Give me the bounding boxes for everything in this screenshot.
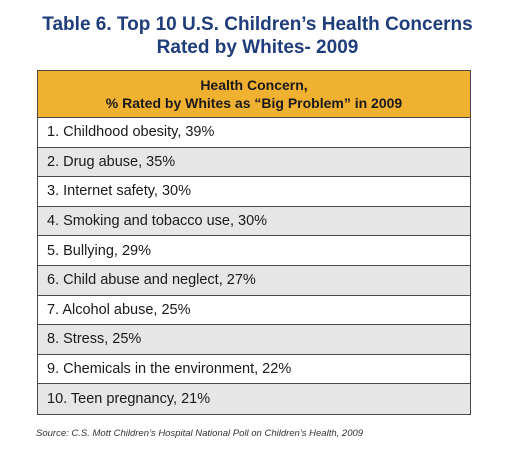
table-row: 4. Smoking and tobacco use, 30% (38, 206, 470, 237)
table-header-line-1: Health Concern, (200, 77, 308, 93)
table-row: 6. Child abuse and neglect, 27% (38, 265, 470, 296)
table-header: Health Concern, % Rated by Whites as “Bi… (38, 71, 470, 118)
title-line-1: Table 6. Top 10 U.S. Children’s Health C… (42, 14, 473, 35)
table-row: 3. Internet safety, 30% (38, 177, 470, 207)
health-concerns-table: Health Concern, % Rated by Whites as “Bi… (37, 70, 471, 415)
table-row: 8. Stress, 25% (38, 325, 470, 355)
table-row: 1. Childhood obesity, 39% (38, 118, 470, 148)
table-row: 9. Chemicals in the environment, 22% (38, 354, 470, 385)
title-line-2: Rated by Whites- 2009 (156, 37, 359, 58)
source-note: Source: C.S. Mott Children’s Hospital Na… (36, 428, 364, 439)
table-row: 5. Bullying, 29% (38, 236, 470, 266)
table-header-line-2: % Rated by Whites as “Big Problem” in 20… (105, 95, 403, 111)
table-row: 7. Alcohol abuse, 25% (38, 295, 470, 326)
table-row: 2. Drug abuse, 35% (38, 147, 470, 178)
page-title: Table 6. Top 10 U.S. Children’s Health C… (0, 13, 515, 59)
table-row: 10. Teen pregnancy, 21% (38, 384, 470, 414)
